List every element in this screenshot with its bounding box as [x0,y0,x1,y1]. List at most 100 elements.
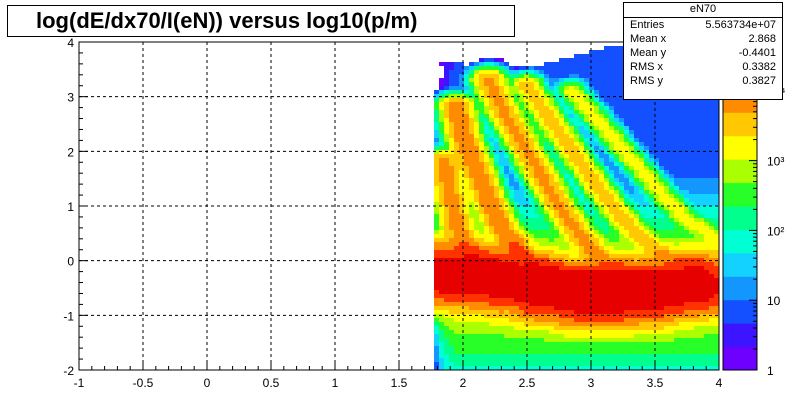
heatmap-cell [499,246,504,250]
heatmap-cell [509,278,514,282]
heatmap-cell [594,210,599,214]
heatmap-cell [544,262,549,266]
heatmap-cell [599,346,604,350]
heatmap-cell [514,262,519,266]
heatmap-cell [464,258,469,262]
heatmap-cell [579,330,584,334]
heatmap-cell [699,362,704,366]
heatmap-cell [544,350,549,354]
heatmap-cell [594,250,599,254]
heatmap-cell [559,226,564,230]
heatmap-cell [699,150,704,154]
heatmap-cell [559,346,564,350]
heatmap-cell [604,222,609,226]
heatmap-cell [574,118,579,122]
heatmap-cell [444,182,449,186]
heatmap-cell [669,166,674,170]
heatmap-cell [444,346,449,350]
heatmap-cell [644,162,649,166]
heatmap-cell [584,270,589,274]
heatmap-cell [699,158,704,162]
heatmap-cell [499,270,504,274]
heatmap-cell [664,330,669,334]
heatmap-cell [674,262,679,266]
heatmap-cell [484,242,489,246]
heatmap-cell [494,346,499,350]
heatmap-cell [574,170,579,174]
heatmap-cell [714,310,719,314]
heatmap-cell [439,90,444,94]
heatmap-cell [709,202,714,206]
heatmap-cell [699,314,704,318]
heatmap-cell [439,86,444,90]
heatmap-cell [704,122,709,126]
heatmap-cell [629,282,634,286]
heatmap-cell [579,334,584,338]
heatmap-cell [704,354,709,358]
heatmap-cell [639,238,644,242]
heatmap-cell [549,162,554,166]
heatmap-cell [549,118,554,122]
heatmap-cell [624,298,629,302]
heatmap-cell [474,250,479,254]
heatmap-cell [464,250,469,254]
heatmap-cell [649,322,654,326]
heatmap-cell [624,206,629,210]
heatmap-cell [654,342,659,346]
heatmap-cell [644,362,649,366]
heatmap-cell [644,230,649,234]
heatmap-cell [534,66,539,70]
heatmap-cell [484,198,489,202]
heatmap-cell [479,342,484,346]
heatmap-cell [599,254,604,258]
heatmap-cell [574,314,579,318]
heatmap-cell [704,154,709,158]
heatmap-cell [689,122,694,126]
heatmap-cell [634,346,639,350]
heatmap-cell [529,166,534,170]
heatmap-cell [659,306,664,310]
heatmap-cell [514,106,519,110]
heatmap-cell [684,126,689,130]
heatmap-cell [439,358,444,362]
heatmap-cell [434,318,439,322]
heatmap-cell [454,290,459,294]
heatmap-cell [439,154,444,158]
heatmap-cell [604,366,609,370]
heatmap-cell [459,310,464,314]
heatmap-cell [534,226,539,230]
heatmap-cell [614,130,619,134]
heatmap-cell [529,274,534,278]
heatmap-cell [564,302,569,306]
heatmap-cell [699,190,704,194]
heatmap-cell [489,202,494,206]
heatmap-cell [509,282,514,286]
heatmap-cell [544,290,549,294]
heatmap-cell [674,298,679,302]
heatmap-cell [649,158,654,162]
heatmap-cell [534,154,539,158]
heatmap-cell [614,330,619,334]
heatmap-cell [574,282,579,286]
heatmap-cell [454,178,459,182]
heatmap-cell [619,122,624,126]
heatmap-cell [499,110,504,114]
heatmap-cell [454,62,459,66]
heatmap-cell [474,190,479,194]
heatmap-cell [439,198,444,202]
heatmap-cell [609,62,614,66]
heatmap-cell [564,118,569,122]
heatmap-cell [544,170,549,174]
heatmap-cell [454,182,459,186]
heatmap-cell [504,154,509,158]
heatmap-cell [599,218,604,222]
heatmap-cell [514,326,519,330]
heatmap-cell [494,350,499,354]
heatmap-cell [609,130,614,134]
heatmap-cell [689,306,694,310]
heatmap-cell [569,234,574,238]
heatmap-cell [594,302,599,306]
heatmap-cell [499,334,504,338]
heatmap-cell [574,270,579,274]
heatmap-cell [714,302,719,306]
